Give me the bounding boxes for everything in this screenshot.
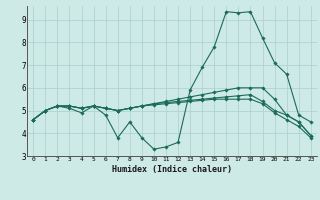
X-axis label: Humidex (Indice chaleur): Humidex (Indice chaleur) bbox=[112, 165, 232, 174]
